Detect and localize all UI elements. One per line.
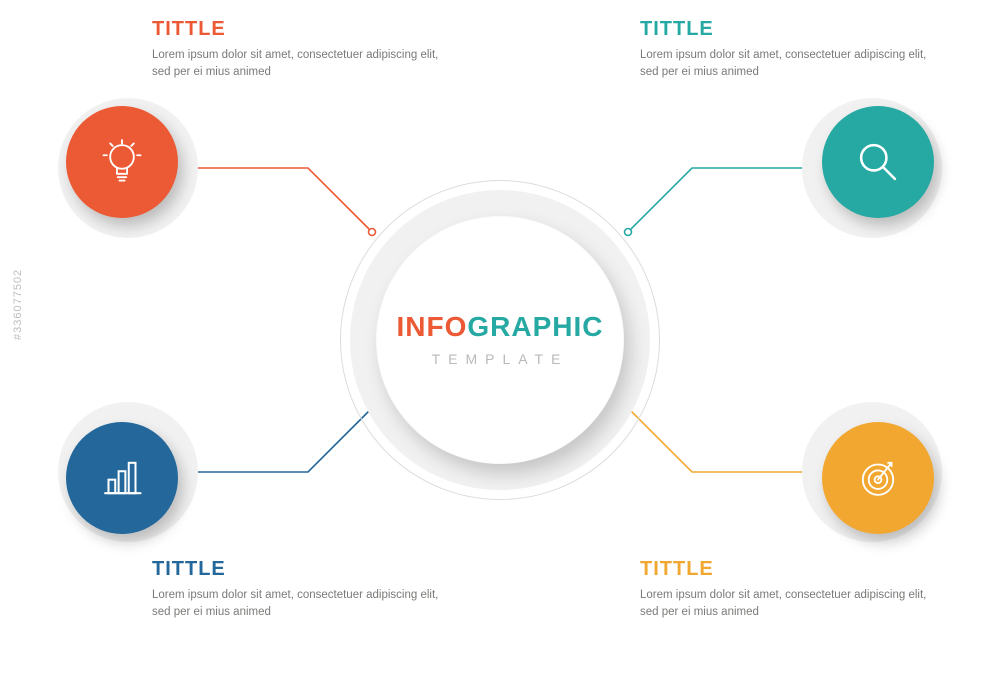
center-title-part-b: GRAPHIC — [467, 313, 603, 341]
node-bottom-right — [802, 402, 942, 542]
node-circle-bl — [66, 422, 178, 534]
node-circle-tl — [66, 106, 178, 218]
lightbulb-icon — [95, 135, 149, 189]
text-block-tl: TITTLE Lorem ipsum dolor sit amet, conse… — [152, 18, 442, 82]
text-block-br: TITTLE Lorem ipsum dolor sit amet, conse… — [640, 558, 930, 622]
center-title: INFOGRAPHIC — [396, 313, 603, 341]
target-icon — [851, 451, 905, 505]
title-br: TITTLE — [640, 558, 930, 581]
bar-chart-icon — [95, 451, 149, 505]
center-hub: INFOGRAPHIC TEMPLATE — [340, 180, 660, 500]
node-top-right — [802, 98, 942, 238]
text-block-tr: TITTLE Lorem ipsum dolor sit amet, conse… — [640, 18, 930, 82]
center-disc: INFOGRAPHIC TEMPLATE — [376, 216, 624, 464]
center-title-part-a: INFO — [396, 313, 467, 341]
node-bottom-left — [58, 402, 198, 542]
node-top-left — [58, 98, 198, 238]
title-tl: TITTLE — [152, 18, 442, 41]
body-tl: Lorem ipsum dolor sit amet, consectetuer… — [152, 47, 442, 82]
body-tr: Lorem ipsum dolor sit amet, consectetuer… — [640, 47, 930, 82]
text-block-bl: TITTLE Lorem ipsum dolor sit amet, conse… — [152, 558, 442, 622]
body-bl: Lorem ipsum dolor sit amet, consectetuer… — [152, 587, 442, 622]
node-circle-br — [822, 422, 934, 534]
body-br: Lorem ipsum dolor sit amet, consectetuer… — [640, 587, 930, 622]
title-tr: TITTLE — [640, 18, 930, 41]
title-bl: TITTLE — [152, 558, 442, 581]
magnifier-icon — [851, 135, 905, 189]
node-circle-tr — [822, 106, 934, 218]
watermark: #336077502 — [12, 269, 24, 340]
center-subtitle: TEMPLATE — [432, 351, 569, 367]
